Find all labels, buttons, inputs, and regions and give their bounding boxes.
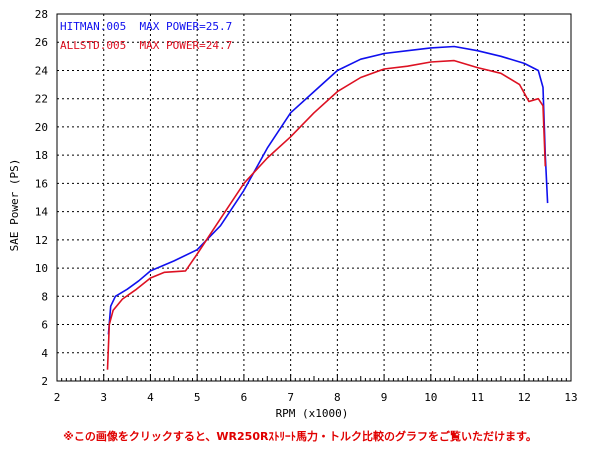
grid-lines [57,14,571,381]
y-tick-label-26: 26 [35,36,48,49]
x-axis-label: RPM (x1000) [276,407,349,420]
legend-entry-allstd: ALLSTD.005 MAX POWER=24.7 [60,39,232,52]
y-tick-label-6: 6 [41,319,48,332]
legend-entry-hitman: HITMAN.005 MAX POWER=25.7 [60,20,232,33]
y-tick-label-20: 20 [35,121,48,134]
y-tick-label-2: 2 [41,375,48,388]
plot-area-frame [56,13,572,382]
y-tick-label-16: 16 [35,177,48,190]
x-tick-label-11: 11 [471,391,484,404]
y-tick-label-10: 10 [35,262,48,275]
y-axis-label: SAE Power (PS) [8,159,21,252]
y-tick-label-28: 28 [35,8,48,21]
x-tick-label-4: 4 [147,391,154,404]
x-tick-label-7: 7 [287,391,294,404]
y-tick-label-24: 24 [35,64,49,77]
x-tick-label-5: 5 [194,391,201,404]
series-line-allstd [106,59,547,370]
y-tick-label-14: 14 [35,206,49,219]
y-tick-label-8: 8 [41,290,48,303]
x-tick-label-9: 9 [381,391,388,404]
x-tick-label-10: 10 [424,391,437,404]
series-lines [106,45,549,370]
y-tick-label-22: 22 [35,93,48,106]
series-line-hitman [107,45,549,335]
y-tick-label-18: 18 [35,149,48,162]
x-tick-label-6: 6 [241,391,248,404]
x-tick-label-3: 3 [100,391,107,404]
footer-link-note[interactable]: ※この画像をクリックすると、WR250Rｽﾄﾘｰﾄ馬力・トルク比較のグラフをご覧… [63,430,537,443]
y-tick-label-4: 4 [41,347,48,360]
x-tick-label-13: 13 [564,391,577,404]
x-tick-label-8: 8 [334,391,341,404]
x-tick-label-12: 12 [518,391,531,404]
y-tick-label-12: 12 [35,234,48,247]
x-tick-label-2: 2 [54,391,61,404]
